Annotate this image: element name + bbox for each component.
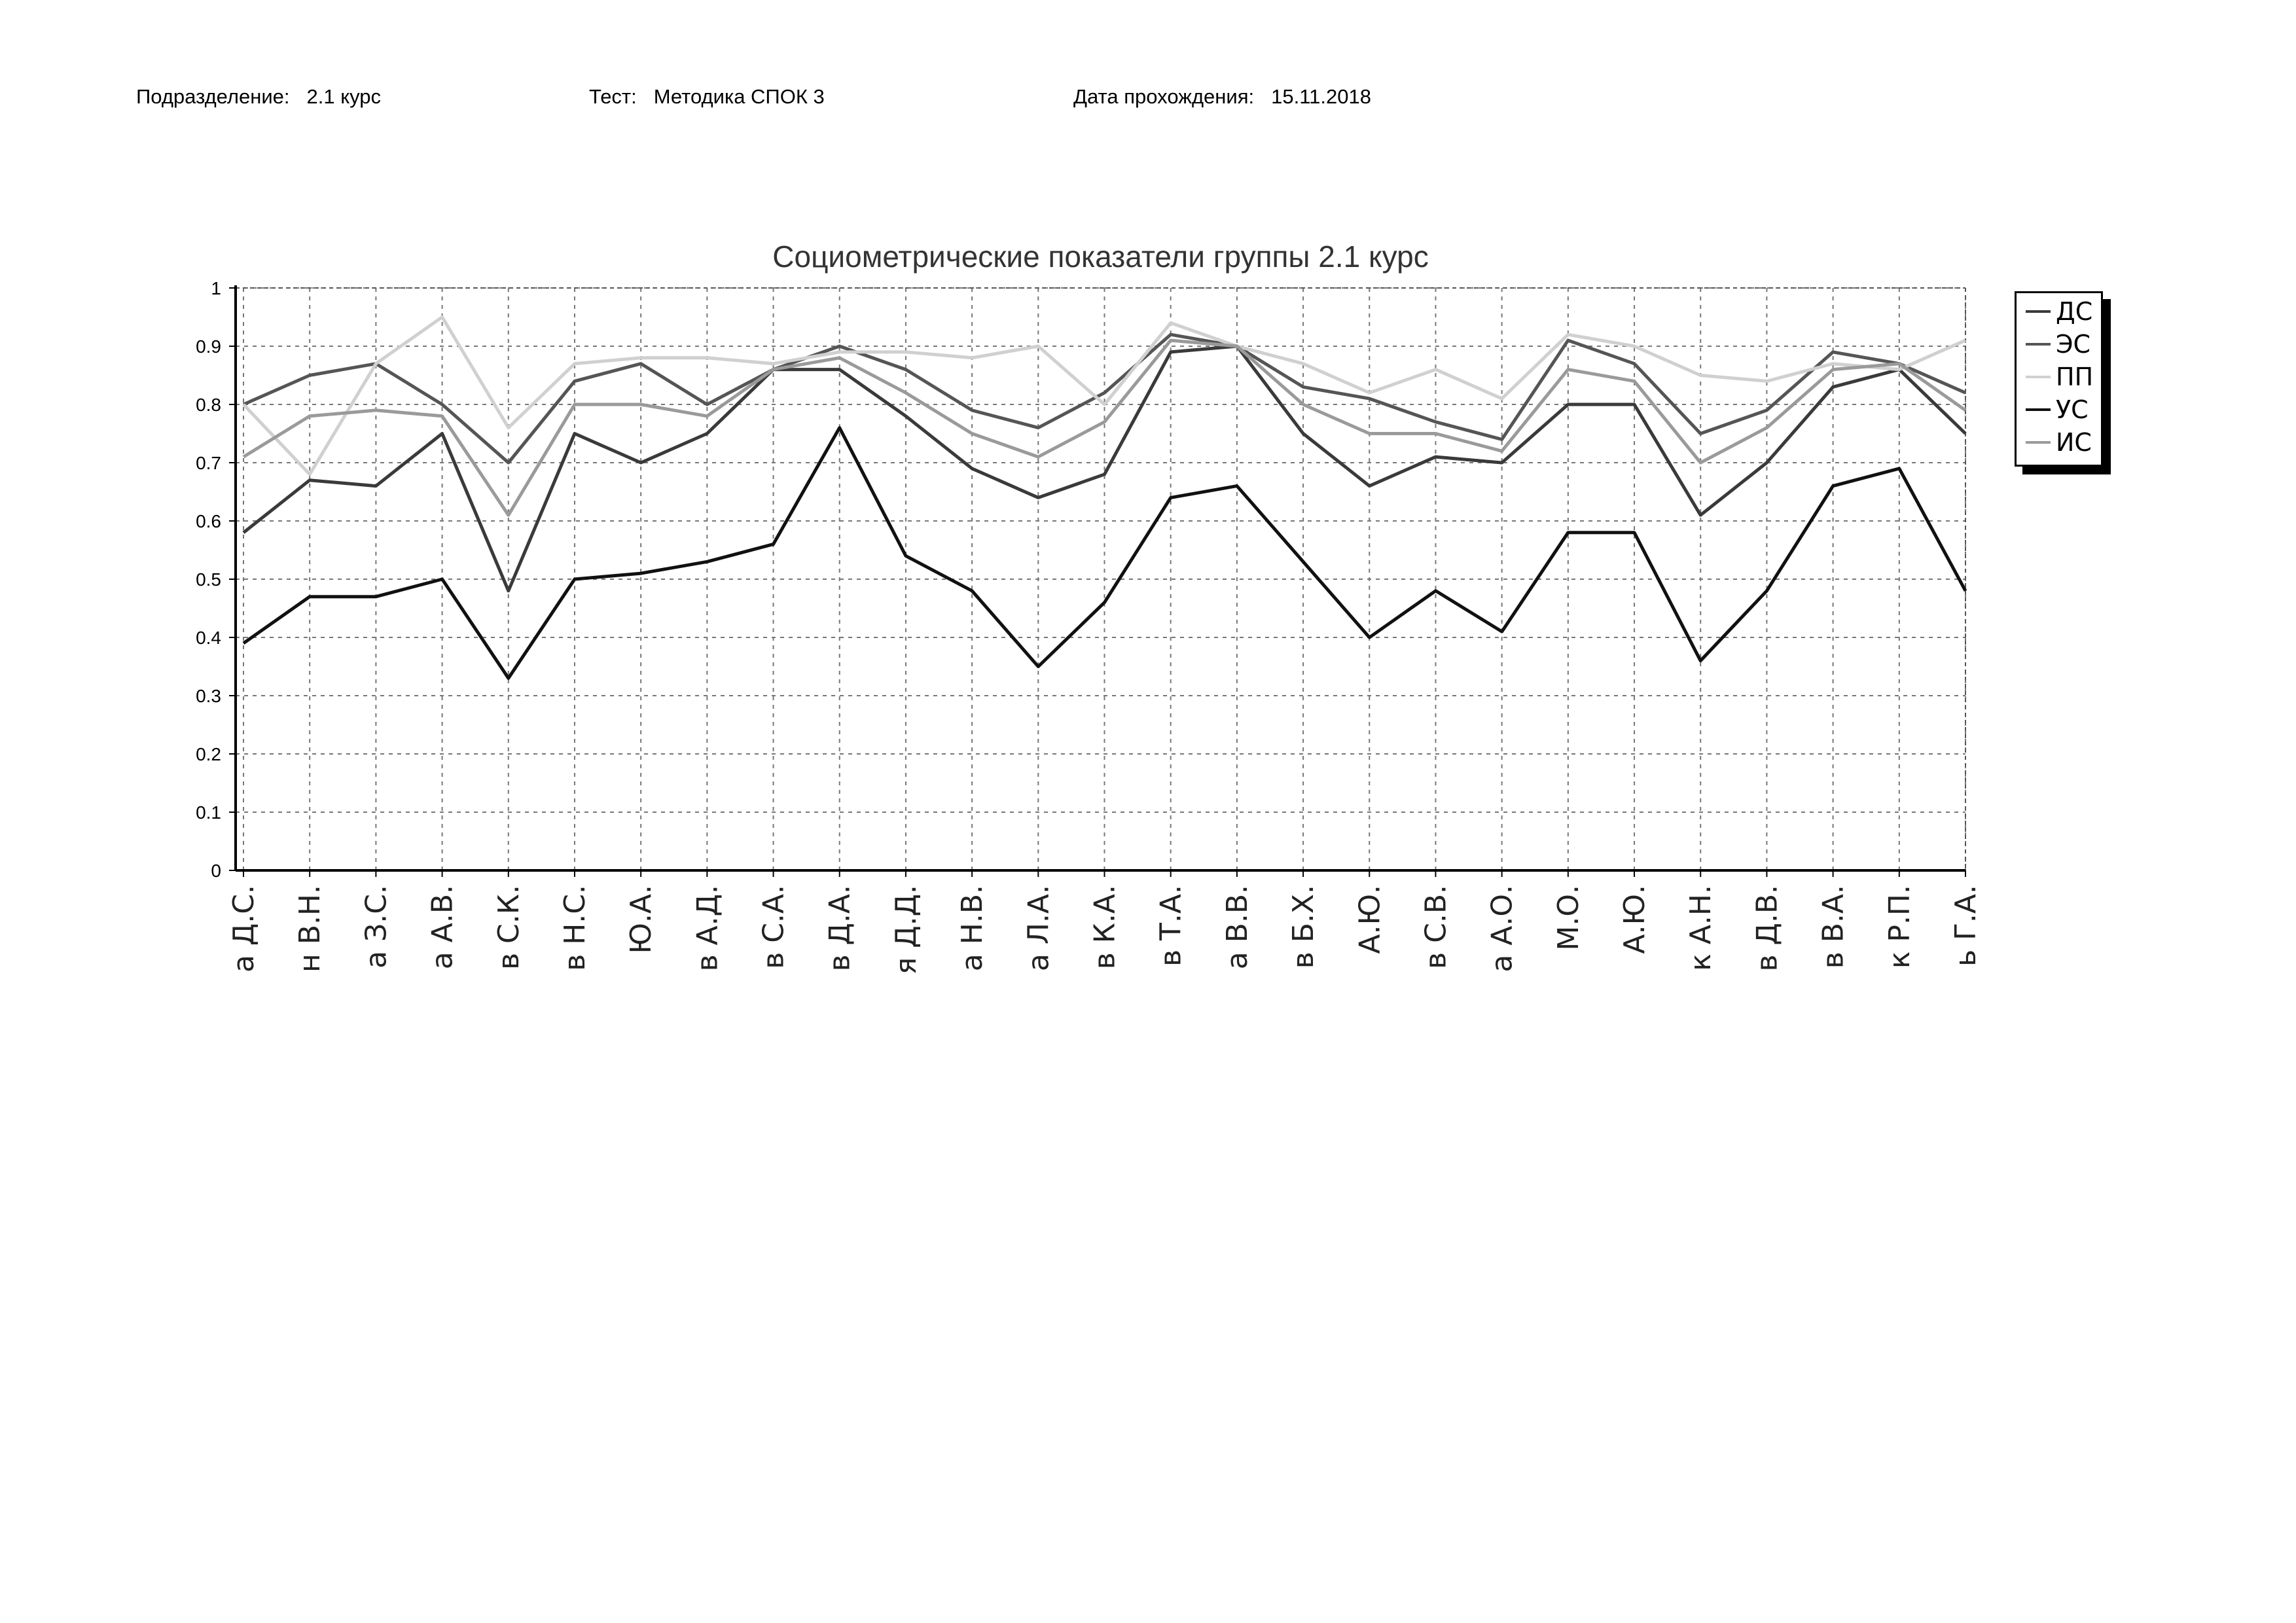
test-label: Тест: <box>589 85 637 108</box>
x-tick-label: а Л.А. <box>1022 885 1055 971</box>
x-tick-label: в Д.В. <box>1750 885 1784 971</box>
series-line-ЭС <box>242 332 1967 465</box>
series-line-ИС <box>242 338 1967 517</box>
legend-item-ЭС: ЭС <box>2026 330 2090 359</box>
x-tick-label: А.Ю. <box>1353 885 1386 954</box>
x-tick-label: а В.В. <box>1221 885 1254 969</box>
x-tick-label: Ю.А. <box>624 885 658 954</box>
y-tick-label: 0.3 <box>196 686 221 706</box>
x-tick-label: в С.А. <box>757 885 791 969</box>
y-tick-label: 0.1 <box>196 802 221 823</box>
y-tick-label: 0.7 <box>196 453 221 473</box>
y-tick-label: 0.6 <box>196 511 221 531</box>
x-tick-label: в Д.А. <box>823 885 857 971</box>
legend-item-ДС: ДС <box>2026 297 2092 326</box>
y-tick-label: 0.2 <box>196 744 221 764</box>
header-test: Тест: Методика СПОК 3 <box>589 85 825 109</box>
x-tick-label: в Б.Х. <box>1287 885 1320 969</box>
department-value: 2.1 курс <box>306 85 382 108</box>
x-tick-label: а З.С. <box>359 885 393 969</box>
y-tick-label: 1 <box>211 278 221 298</box>
department-label: Подразделение: <box>136 85 290 108</box>
y-tick-label: 0.9 <box>196 336 221 357</box>
x-tick-label: в Н.С. <box>558 885 592 971</box>
test-value: Методика СПОК 3 <box>653 85 825 108</box>
x-tick-label: а А.О. <box>1486 885 1519 972</box>
legend-swatch <box>2026 343 2051 346</box>
legend-label: ЭС <box>2056 330 2091 359</box>
header-department: Подразделение: 2.1 курс <box>136 85 381 109</box>
series-line-УС <box>242 426 1967 680</box>
legend-label: ПП <box>2056 363 2094 391</box>
x-tick-label: к Р.П. <box>1883 885 1916 969</box>
x-tick-label: в С.К. <box>492 885 526 970</box>
x-tick-label: а А.В. <box>426 885 459 969</box>
legend-label: УС <box>2056 395 2089 424</box>
legend-swatch <box>2026 376 2051 378</box>
series-line-ПП <box>242 315 1967 476</box>
x-tick-label: А.Ю. <box>1618 885 1651 954</box>
chart-title: Социометрические показатели группы 2.1 к… <box>772 240 1428 274</box>
x-tick-label: в К.А. <box>1088 885 1122 969</box>
x-tick-label: М.О. <box>1552 885 1585 951</box>
series-line-ДС <box>242 344 1967 593</box>
x-tick-label: в А.Д. <box>691 885 724 971</box>
x-tick-label: а Н.В. <box>956 885 989 971</box>
x-tick-label: н В.Н. <box>293 885 327 972</box>
legend-label: ДС <box>2056 297 2093 326</box>
legend-swatch <box>2026 441 2051 444</box>
y-tick-label: 0 <box>211 861 221 881</box>
legend-label: ИС <box>2056 428 2092 457</box>
x-tick-label: ь Г.А. <box>1949 885 1982 967</box>
y-tick-label: 0.8 <box>196 395 221 415</box>
date-value: 15.11.2018 <box>1271 85 1371 108</box>
x-tick-label: в Т.А. <box>1155 885 1188 967</box>
x-tick-label: а Д.С. <box>227 885 260 972</box>
header-date: Дата прохождения: 15.11.2018 <box>1073 85 1371 109</box>
legend-swatch <box>2026 310 2051 313</box>
legend-item-ИС: ИС <box>2026 428 2092 457</box>
y-tick-label: 0.4 <box>196 628 221 648</box>
legend-item-ПП: ПП <box>2026 363 2093 391</box>
x-tick-label: к А.Н. <box>1684 885 1717 971</box>
legend-item-УС: УС <box>2026 395 2089 424</box>
y-tick-label: 0.5 <box>196 569 221 590</box>
x-tick-label: в С.В. <box>1419 885 1452 969</box>
legend-swatch <box>2026 408 2051 411</box>
x-tick-label: в В.А. <box>1817 885 1850 969</box>
chart-legend: ДС ЭС ПП УС ИС <box>2015 291 2103 467</box>
x-tick-label: я Д.Д. <box>889 885 923 974</box>
date-label: Дата прохождения: <box>1073 85 1255 108</box>
